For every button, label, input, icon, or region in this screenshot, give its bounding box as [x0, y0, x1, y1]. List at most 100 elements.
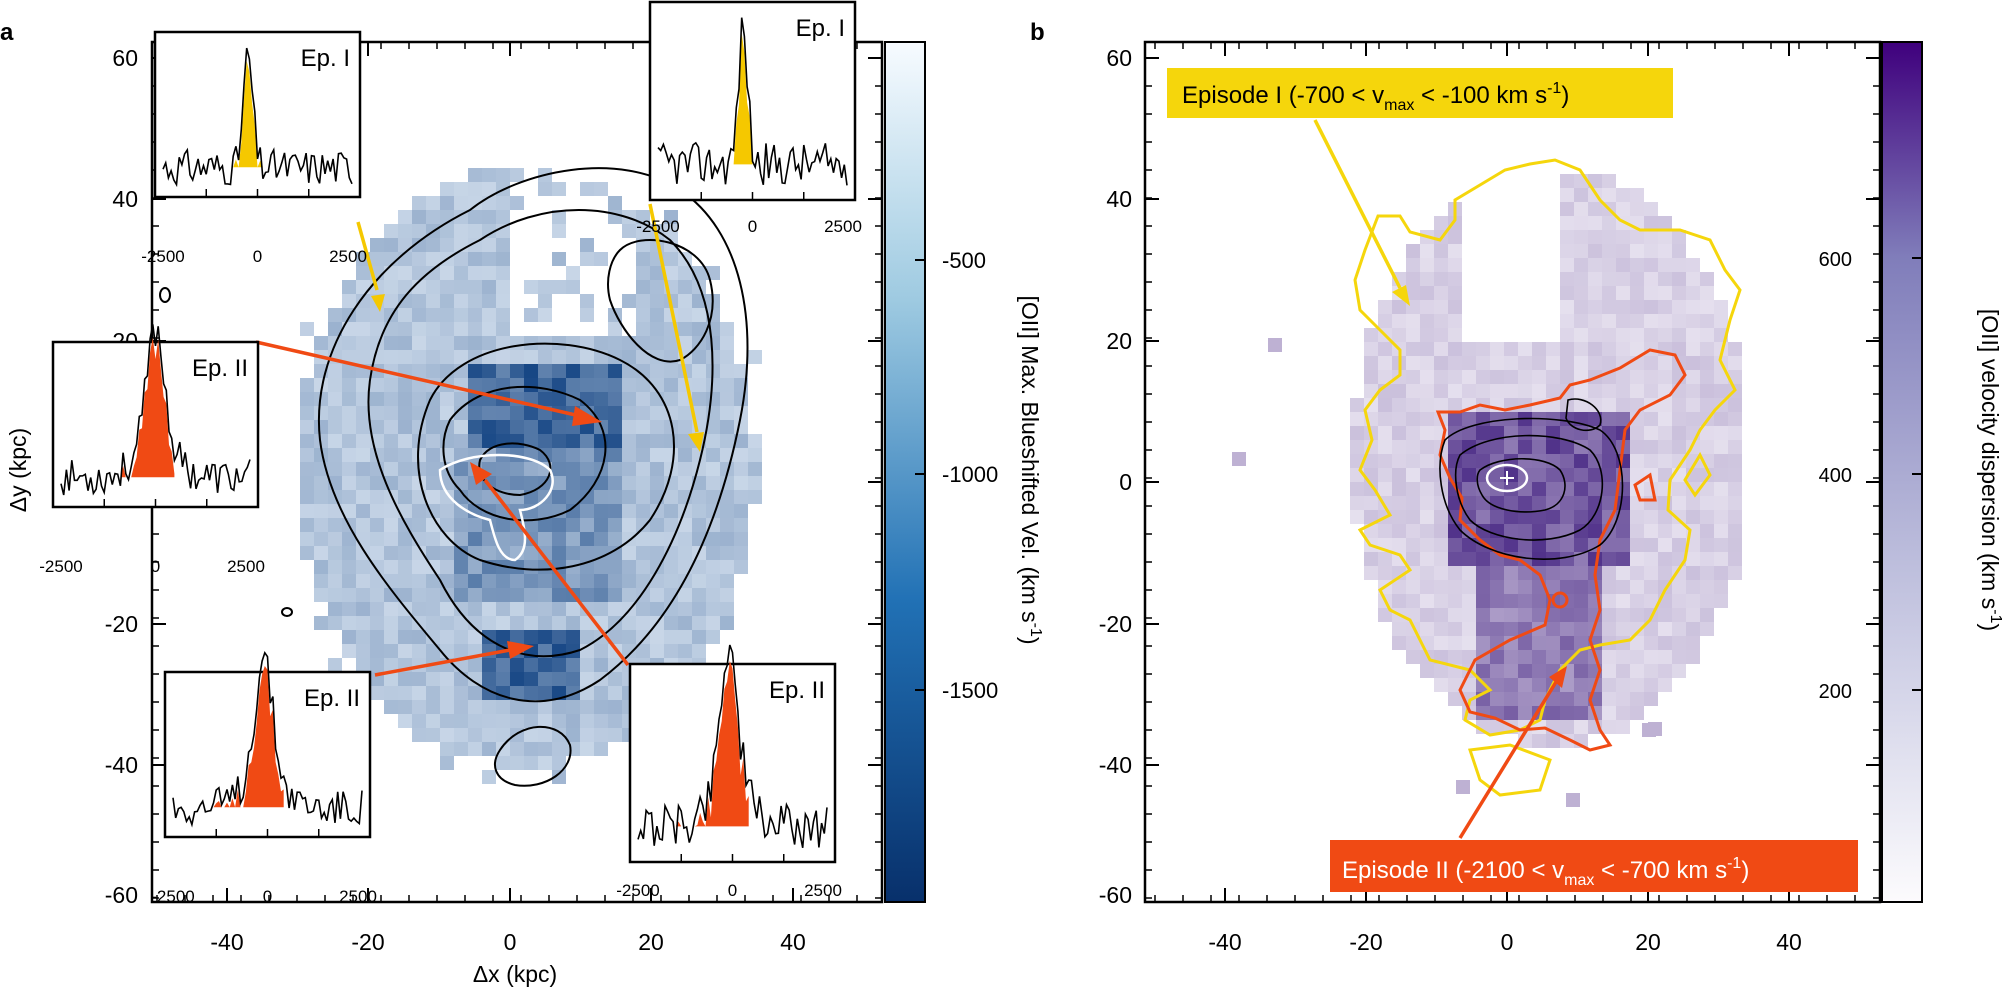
map-pixel	[622, 518, 636, 532]
map-pixel	[384, 448, 398, 462]
map-pixel	[1476, 594, 1490, 608]
map-pixel	[1392, 328, 1406, 342]
map-pixel	[496, 532, 510, 546]
map-pixel	[692, 364, 706, 378]
map-pixel	[398, 294, 412, 308]
map-pixel	[1378, 356, 1392, 370]
map-pixel	[426, 546, 440, 560]
map-pixel	[356, 420, 370, 434]
map-pixel	[1686, 454, 1700, 468]
map-pixel	[370, 546, 384, 560]
map-pixel	[580, 714, 594, 728]
map-pixel	[1490, 342, 1504, 356]
map-pixel	[524, 728, 538, 742]
map-pixel	[1672, 650, 1686, 664]
map-pixel	[454, 224, 468, 238]
map-pixel	[426, 252, 440, 266]
map-pixel	[538, 616, 552, 630]
map-pixel	[1434, 398, 1448, 412]
map-pixel	[608, 630, 622, 644]
map-pixel	[454, 490, 468, 504]
map-pixel	[1658, 608, 1672, 622]
map-pixel	[664, 616, 678, 630]
map-pixel	[552, 658, 566, 672]
map-pixel	[496, 294, 510, 308]
map-pixel	[398, 378, 412, 392]
colorbar-tick-label: 200	[1819, 681, 1852, 703]
map-pixel	[510, 602, 524, 616]
map-pixel	[580, 392, 594, 406]
map-pixel	[342, 378, 356, 392]
map-pixel	[1630, 230, 1644, 244]
map-pixel	[314, 518, 328, 532]
map-pixel	[468, 420, 482, 434]
map-pixel	[1420, 496, 1434, 510]
map-pixel	[552, 280, 566, 294]
map-pixel	[1602, 692, 1616, 706]
map-pixel	[692, 630, 706, 644]
map-pixel	[510, 378, 524, 392]
map-pixel	[1672, 398, 1686, 412]
map-pixel	[482, 294, 496, 308]
map-pixel	[468, 490, 482, 504]
map-pixel	[1616, 384, 1630, 398]
map-pixel	[1672, 244, 1686, 258]
map-pixel	[1434, 636, 1448, 650]
map-pixel	[734, 532, 748, 546]
map-pixel	[370, 378, 384, 392]
map-pixel	[1532, 734, 1546, 748]
map-pixel	[678, 532, 692, 546]
map-pixel	[1560, 216, 1574, 230]
map-pixel	[1406, 496, 1420, 510]
map-pixel	[1490, 720, 1504, 734]
map-pixel	[1476, 664, 1490, 678]
map-pixel	[370, 238, 384, 252]
map-pixel	[734, 434, 748, 448]
map-pixel	[636, 518, 650, 532]
map-pixel	[1574, 664, 1588, 678]
map-pixel	[454, 574, 468, 588]
map-pixel	[482, 546, 496, 560]
map-pixel	[1728, 566, 1742, 580]
map-pixel	[636, 322, 650, 336]
map-pixel	[580, 238, 594, 252]
map-pixel	[1518, 706, 1532, 720]
map-pixel	[636, 350, 650, 364]
map-pixel	[720, 336, 734, 350]
map-pixel	[342, 476, 356, 490]
map-pixel	[328, 532, 342, 546]
map-pixel	[1700, 342, 1714, 356]
map-pixel	[1490, 580, 1504, 594]
map-pixel	[398, 490, 412, 504]
map-pixel	[1490, 426, 1504, 440]
map-pixel	[650, 266, 664, 280]
map-pixel	[356, 504, 370, 518]
map-pixel	[720, 392, 734, 406]
map-pixel	[356, 630, 370, 644]
map-pixel	[1532, 440, 1546, 454]
map-pixel	[1574, 342, 1588, 356]
map-pixel	[1728, 342, 1742, 356]
map-pixel	[412, 308, 426, 322]
map-pixel	[1672, 300, 1686, 314]
map-pixel	[454, 406, 468, 420]
map-pixel	[538, 518, 552, 532]
map-pixel	[734, 546, 748, 560]
map-pixel	[1420, 412, 1434, 426]
map-pixel	[1630, 286, 1644, 300]
map-pixel	[1560, 356, 1574, 370]
map-pixel	[1700, 300, 1714, 314]
episode-2-outline-fragment	[1633, 472, 1657, 502]
map-pixel	[300, 392, 314, 406]
map-pixel	[342, 280, 356, 294]
map-pixel	[496, 252, 510, 266]
map-pixel	[398, 252, 412, 266]
map-pixel	[1532, 370, 1546, 384]
map-pixel	[496, 588, 510, 602]
panel-a-colorbar	[884, 41, 926, 903]
map-pixel	[1406, 398, 1420, 412]
map-pixel	[1546, 538, 1560, 552]
map-pixel	[1574, 482, 1588, 496]
map-pixel	[1574, 580, 1588, 594]
map-pixel	[1518, 440, 1532, 454]
